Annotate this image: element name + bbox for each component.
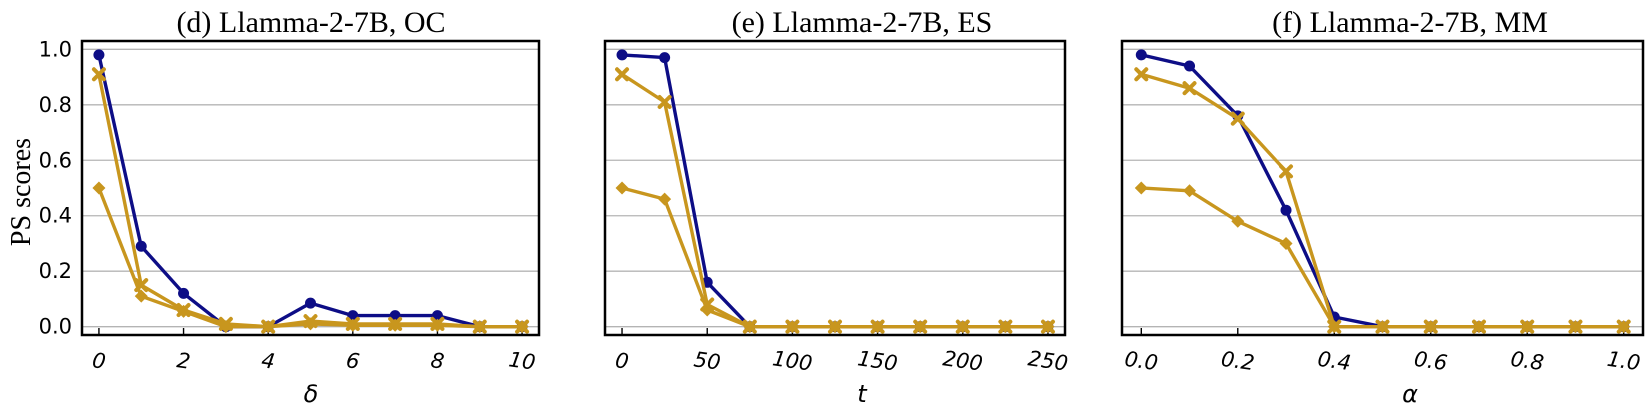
panel-e-diamond-marker xyxy=(1041,320,1055,334)
panel-f-diamond-marker xyxy=(1134,181,1148,195)
panel-f-diamond-marker xyxy=(1327,320,1341,334)
panel-d-circle-marker xyxy=(178,287,190,299)
panel-d-diamond-marker xyxy=(261,320,275,334)
panel-f-x-tick-label: 0.2 xyxy=(1220,347,1256,375)
panel-d-circle-marker xyxy=(135,240,147,252)
panel-e-diamond-marker xyxy=(913,320,927,334)
panel-d-diamond-marker xyxy=(219,320,233,334)
panel-f-circle-marker xyxy=(1280,204,1292,216)
panel-f-x-marker xyxy=(1230,111,1245,126)
panel-e: (e) Llamma-2-7B, ES t 0 50 100 150 200 250 xyxy=(603,6,1069,408)
panel-f-diamond-marker xyxy=(1520,320,1534,334)
panel-e-x-tick-label: 150 xyxy=(856,346,899,375)
panel-e-series-1-line xyxy=(621,53,1048,329)
panel-e-diamond-marker xyxy=(615,181,629,195)
panel-f-circle-marker xyxy=(1184,60,1196,72)
panel-f-diamond-marker xyxy=(1617,320,1631,334)
panel-f-diamond-marker xyxy=(1279,236,1293,250)
panel-d-x-tick-label: 8 xyxy=(429,348,446,374)
panel-e-series-2-line xyxy=(621,72,1048,329)
panel-d-diamond-marker xyxy=(177,304,191,318)
panel-d-diamond-marker xyxy=(388,318,402,332)
panel-e-diamond-marker xyxy=(871,320,885,334)
panel-f-x-tick-label: 0.6 xyxy=(1413,347,1449,375)
panel-f-diamond-marker xyxy=(1424,320,1438,334)
panel-e-plot: 0 50 100 150 200 250 xyxy=(603,39,1069,376)
panel-d-diamond-marker xyxy=(92,181,106,195)
panel-d-x-tick-label: 0 xyxy=(91,348,108,374)
panel-f-x-tick-label: 0.0 xyxy=(1123,347,1159,375)
panel-f-circle-marker xyxy=(1135,49,1147,61)
y-tick-label: 0.4 xyxy=(39,204,72,228)
panel-e-circle-marker xyxy=(616,49,628,61)
panel-f-diamond-marker xyxy=(1183,184,1197,198)
panel-e-x-tick-label: 100 xyxy=(771,346,814,375)
panel-e-diamond-marker xyxy=(700,303,714,317)
y-tick-label: 0.2 xyxy=(39,259,72,283)
panel-f-x-marker xyxy=(1134,67,1149,82)
panel-e-diamond-marker xyxy=(743,320,757,334)
panel-f-series-3-line xyxy=(1141,186,1624,329)
panel-e-diamond-marker xyxy=(658,192,672,206)
panel-d-diamond-marker xyxy=(430,318,444,332)
panel-d-diamond-marker xyxy=(304,317,317,331)
panel-d-x-tick-label: 10 xyxy=(507,347,537,374)
panel-e-x-tick-label: 200 xyxy=(941,346,984,375)
panel-e-x-marker xyxy=(657,95,672,110)
panel-e-x-axis-label: t xyxy=(857,380,868,408)
panel-e-frame xyxy=(603,39,1067,337)
panel-f-plot: 0.0 0.2 0.4 0.6 0.8 1.0 xyxy=(1120,39,1645,375)
panel-f-x-axis-label: α xyxy=(1402,380,1418,408)
panel-d-plot: 0.0 0.2 0.4 0.6 0.8 1.0 0 2 4 6 8 10 xyxy=(39,37,541,375)
panel-f: (f) Llamma-2-7B, MM α 0.0 0.2 0.4 0.6 0.8 1.0 xyxy=(1120,6,1645,408)
panel-f-title: (f) Llamma-2-7B, MM xyxy=(1272,6,1548,39)
panel-d-circle-marker xyxy=(305,297,316,309)
panel-f-x-marker xyxy=(1182,81,1197,96)
panel-e-x-tick-label: 250 xyxy=(1026,346,1069,375)
panel-d-diamond-marker xyxy=(473,320,487,334)
panel-d-diamond-marker xyxy=(134,289,148,303)
panel-e-x-tick-label: 50 xyxy=(692,347,722,374)
panel-d-x-marker xyxy=(91,67,106,82)
panel-f-x-tick-label: 0.4 xyxy=(1316,347,1352,375)
panel-d-series-2-line xyxy=(97,73,523,329)
panel-d-title: (d) Llamma-2-7B, OC xyxy=(176,6,445,39)
panel-e-diamond-marker xyxy=(956,320,970,334)
panel-d-diamond-marker xyxy=(515,320,529,334)
panel-f-diamond-marker xyxy=(1231,214,1245,228)
panel-e-diamond-marker xyxy=(998,320,1012,334)
y-tick-label: 0.8 xyxy=(39,93,72,117)
panel-d-series-1-line xyxy=(97,54,523,329)
panel-f-x-tick-label: 1.0 xyxy=(1605,347,1641,375)
panel-e-x-tick-label: 0 xyxy=(614,348,631,374)
panel-e-title: (e) Llamma-2-7B, ES xyxy=(732,6,993,39)
panel-f-diamond-marker xyxy=(1376,320,1389,334)
panel-d: (d) Llamma-2-7B, OC PS scores δ 0.00.20.… xyxy=(6,6,541,408)
panel-f-diamond-marker xyxy=(1568,320,1582,334)
panel-d-circle-marker xyxy=(93,49,105,61)
panel-d-x-tick-label: 2 xyxy=(175,348,192,374)
panel-d-frame xyxy=(80,39,541,337)
y-tick-label: 0.0 xyxy=(39,315,72,339)
panel-f-series-2-line xyxy=(1140,72,1624,329)
panel-e-diamond-marker xyxy=(785,320,799,334)
y-axis-label: PS scores xyxy=(6,138,37,246)
panel-d-x-tick-label: 4 xyxy=(260,348,277,374)
y-tick-label: 1.0 xyxy=(39,37,72,61)
panel-e-diamond-marker xyxy=(828,320,842,334)
panel-f-frame xyxy=(1120,39,1645,337)
panel-f-x-marker xyxy=(1279,164,1294,179)
panel-d-x-tick-label: 6 xyxy=(345,348,362,374)
y-tick-label: 0.6 xyxy=(39,148,72,172)
panel-f-diamond-marker xyxy=(1472,320,1486,334)
panel-f-series-1-line xyxy=(1140,53,1624,329)
panel-f-x-tick-label: 0.8 xyxy=(1509,347,1545,375)
panel-d-x-axis-label: δ xyxy=(304,380,319,408)
panel-d-diamond-marker xyxy=(346,318,360,332)
panel-e-circle-marker xyxy=(659,52,671,64)
panel-e-x-marker xyxy=(615,67,630,82)
